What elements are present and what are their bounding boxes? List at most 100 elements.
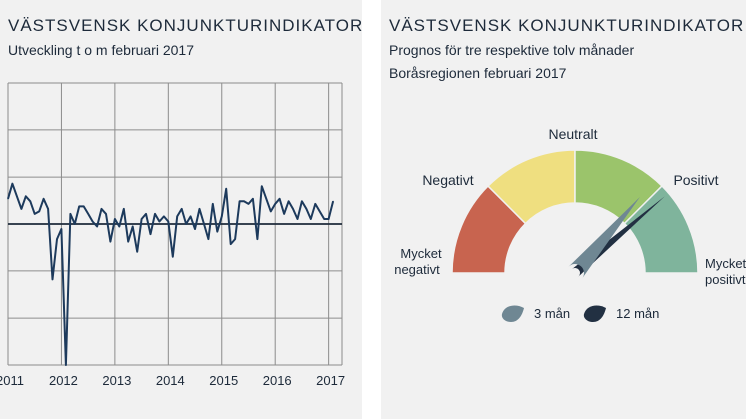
series-point (256, 238, 259, 240)
series-point (207, 238, 209, 240)
series-point (114, 218, 116, 220)
series-point (78, 205, 80, 207)
series-point (51, 278, 54, 280)
series-point (319, 210, 321, 213)
series-point (34, 213, 36, 215)
series-point (105, 213, 107, 215)
x-tick-label: 2012 (49, 373, 78, 388)
series-point (118, 225, 120, 228)
series-point (194, 228, 196, 230)
series-point (74, 223, 76, 225)
series-point (100, 208, 103, 210)
series-point (270, 210, 272, 213)
series-point (136, 251, 138, 253)
label-neutral: Neutralt (548, 126, 597, 142)
series-point (310, 218, 312, 220)
series-point (145, 213, 147, 215)
series-point (43, 198, 45, 200)
label-very-positive-1: Mycket (705, 256, 746, 271)
gauge-segment-positive (623, 184, 699, 274)
series-point (38, 210, 40, 213)
series-point (91, 220, 94, 223)
series-point (56, 238, 58, 240)
series-line (7, 182, 335, 366)
series-point (301, 200, 303, 202)
label-negative: Negativt (422, 172, 473, 188)
series-point (265, 198, 267, 200)
label-positive: Positivt (673, 172, 718, 188)
gauge-panel: VÄSTSVENSK KONJUNKTURINDIKATOR Prognos f… (381, 0, 746, 419)
series-point (83, 205, 85, 207)
series-point (323, 218, 325, 220)
series-point (296, 218, 299, 220)
series-point (87, 213, 89, 215)
line-chart-title: VÄSTSVENSK KONJUNKTURINDIKATOR (8, 16, 364, 35)
line-chart-panel: VÄSTSVENSK KONJUNKTURINDIKATOR Utvecklin… (0, 0, 362, 419)
label-very-negative-1: Mycket (400, 246, 442, 261)
series-point (69, 213, 71, 215)
label-very-positive-2: positivt (705, 272, 746, 287)
series-point (154, 213, 156, 215)
series-point (247, 203, 250, 205)
label-very-negative-2: negativt (394, 262, 440, 277)
series-point (127, 241, 129, 243)
series-point (163, 215, 165, 218)
gauge-chart: MycketnegativtNegativtNeutraltPositivtMy… (394, 126, 746, 322)
legend-12-man-label: 12 mån (616, 306, 659, 321)
series-point (234, 238, 236, 240)
series-point (225, 188, 227, 190)
legend-3-man-icon (501, 305, 524, 322)
x-tick-label: 2013 (102, 373, 131, 388)
series-point (252, 198, 254, 200)
series-point (274, 203, 276, 205)
series-point (25, 195, 27, 197)
series-point (181, 208, 183, 210)
series-point (167, 220, 169, 223)
line-chart-subtitle: Utveckling t o m februari 2017 (8, 42, 194, 58)
needle-3-man (568, 196, 640, 279)
series-point (314, 203, 316, 205)
series-point (47, 208, 49, 210)
series-point (279, 198, 281, 200)
series-point (11, 183, 14, 185)
series-point (29, 200, 31, 202)
series-point (149, 233, 152, 235)
series-point (132, 225, 134, 228)
series-point (158, 220, 160, 223)
series-point (109, 241, 112, 243)
x-tick-label: 2017 (316, 373, 345, 388)
legend-12-man-icon (583, 305, 606, 322)
series-point (238, 200, 241, 202)
x-tick-label: 2015 (209, 373, 238, 388)
series-point (20, 208, 22, 210)
series-point (332, 200, 334, 202)
series-point (328, 218, 330, 220)
series-point (7, 198, 9, 200)
series-point (292, 208, 294, 210)
series-point (216, 230, 218, 233)
series-point (203, 223, 205, 225)
series-point (172, 256, 174, 258)
series-point (123, 208, 125, 210)
series-point (141, 218, 143, 220)
series-point (243, 200, 245, 202)
series-point (221, 215, 223, 218)
series-point (65, 364, 67, 366)
series-point (60, 228, 63, 230)
x-tick-label: 2014 (156, 373, 185, 388)
x-tick-label: 2016 (263, 373, 292, 388)
gauge-title: VÄSTSVENSK KONJUNKTURINDIKATOR (389, 16, 745, 35)
series-point (230, 243, 232, 245)
line-chart: 2011 2012 2013 2014 2015 2016 2017 (0, 82, 345, 388)
series-point (190, 215, 192, 218)
series-point (198, 208, 201, 210)
series-point (96, 225, 98, 228)
series-point (287, 200, 290, 202)
series-point (212, 203, 214, 205)
series-point (16, 195, 18, 197)
series-point (283, 213, 285, 215)
gauge-subtitle-line1: Prognos för tre respektive tolv månader (389, 42, 635, 58)
series-point (261, 185, 263, 187)
series-point (176, 215, 178, 218)
legend-3-man-label: 3 mån (534, 306, 570, 321)
